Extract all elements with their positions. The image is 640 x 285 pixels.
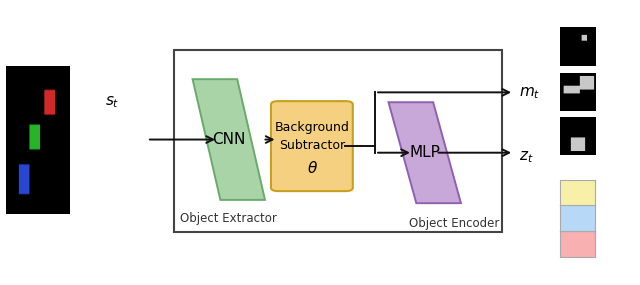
Text: Object Encoder: Object Encoder xyxy=(409,217,499,229)
FancyBboxPatch shape xyxy=(271,101,353,191)
Text: θ: θ xyxy=(307,160,317,176)
Polygon shape xyxy=(388,102,461,203)
Text: MLP: MLP xyxy=(410,145,440,160)
Text: $m_t$: $m_t$ xyxy=(519,86,540,101)
Text: Subtractor: Subtractor xyxy=(279,139,345,152)
Text: Background: Background xyxy=(275,121,349,134)
Text: Object Extractor: Object Extractor xyxy=(180,212,277,225)
Polygon shape xyxy=(193,79,265,200)
Text: $s_t$: $s_t$ xyxy=(105,94,120,110)
Text: $z_t$: $z_t$ xyxy=(519,149,534,165)
Text: CNN: CNN xyxy=(212,132,246,147)
